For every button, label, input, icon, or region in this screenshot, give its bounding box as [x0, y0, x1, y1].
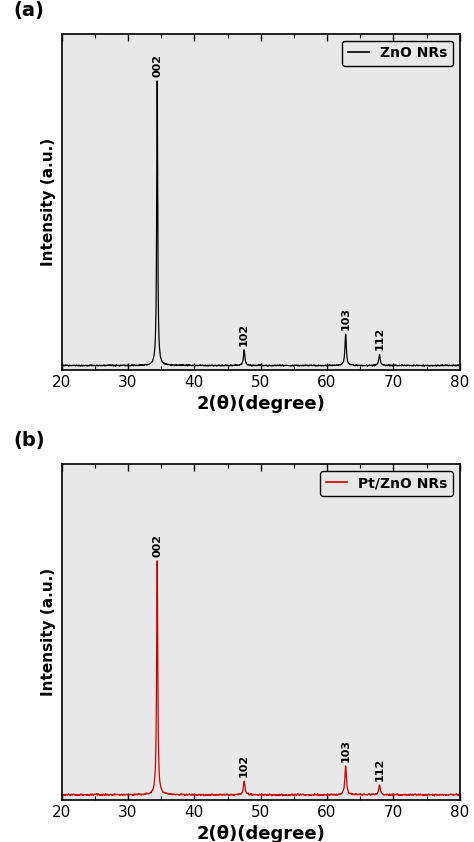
- Text: (b): (b): [14, 431, 46, 450]
- Text: (a): (a): [14, 1, 45, 20]
- X-axis label: 2(θ)(degree): 2(θ)(degree): [196, 395, 325, 413]
- Text: 112: 112: [374, 327, 384, 350]
- Text: 103: 103: [341, 739, 351, 762]
- Y-axis label: Intensity (a.u.): Intensity (a.u.): [41, 568, 56, 696]
- Text: 002: 002: [152, 54, 162, 77]
- Text: 102: 102: [239, 322, 249, 346]
- Text: 112: 112: [374, 758, 384, 781]
- Text: 102: 102: [239, 754, 249, 776]
- Y-axis label: Intensity (a.u.): Intensity (a.u.): [41, 137, 56, 266]
- Legend: ZnO NRs: ZnO NRs: [342, 40, 453, 66]
- X-axis label: 2(θ)(degree): 2(θ)(degree): [196, 825, 325, 842]
- Text: 002: 002: [152, 534, 162, 557]
- Legend: Pt/ZnO NRs: Pt/ZnO NRs: [320, 471, 453, 496]
- Text: 103: 103: [341, 307, 351, 330]
